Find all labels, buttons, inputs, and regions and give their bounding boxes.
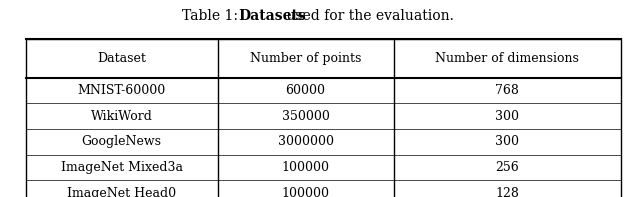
- Text: 100000: 100000: [282, 187, 330, 197]
- Text: ImageNet Head0: ImageNet Head0: [67, 187, 176, 197]
- Text: 128: 128: [495, 187, 519, 197]
- Text: 3000000: 3000000: [278, 135, 333, 148]
- Text: WikiWord: WikiWord: [91, 110, 152, 123]
- Text: Dataset: Dataset: [97, 52, 146, 65]
- Text: 100000: 100000: [282, 161, 330, 174]
- Text: used for the evaluation.: used for the evaluation.: [282, 9, 454, 23]
- Text: Number of points: Number of points: [250, 52, 362, 65]
- Text: 256: 256: [495, 161, 519, 174]
- Text: 300: 300: [495, 110, 519, 123]
- Text: GoogleNews: GoogleNews: [81, 135, 161, 148]
- Text: Datasets: Datasets: [238, 9, 306, 23]
- Text: 300: 300: [495, 135, 519, 148]
- Text: 350000: 350000: [282, 110, 330, 123]
- Text: 60000: 60000: [285, 84, 326, 97]
- Bar: [26, 39, 621, 197]
- Text: Number of dimensions: Number of dimensions: [435, 52, 579, 65]
- Text: MNIST-60000: MNIST-60000: [77, 84, 166, 97]
- Text: ImageNet Mixed3a: ImageNet Mixed3a: [61, 161, 182, 174]
- Text: Table 1:: Table 1:: [182, 9, 243, 23]
- Text: 768: 768: [495, 84, 519, 97]
